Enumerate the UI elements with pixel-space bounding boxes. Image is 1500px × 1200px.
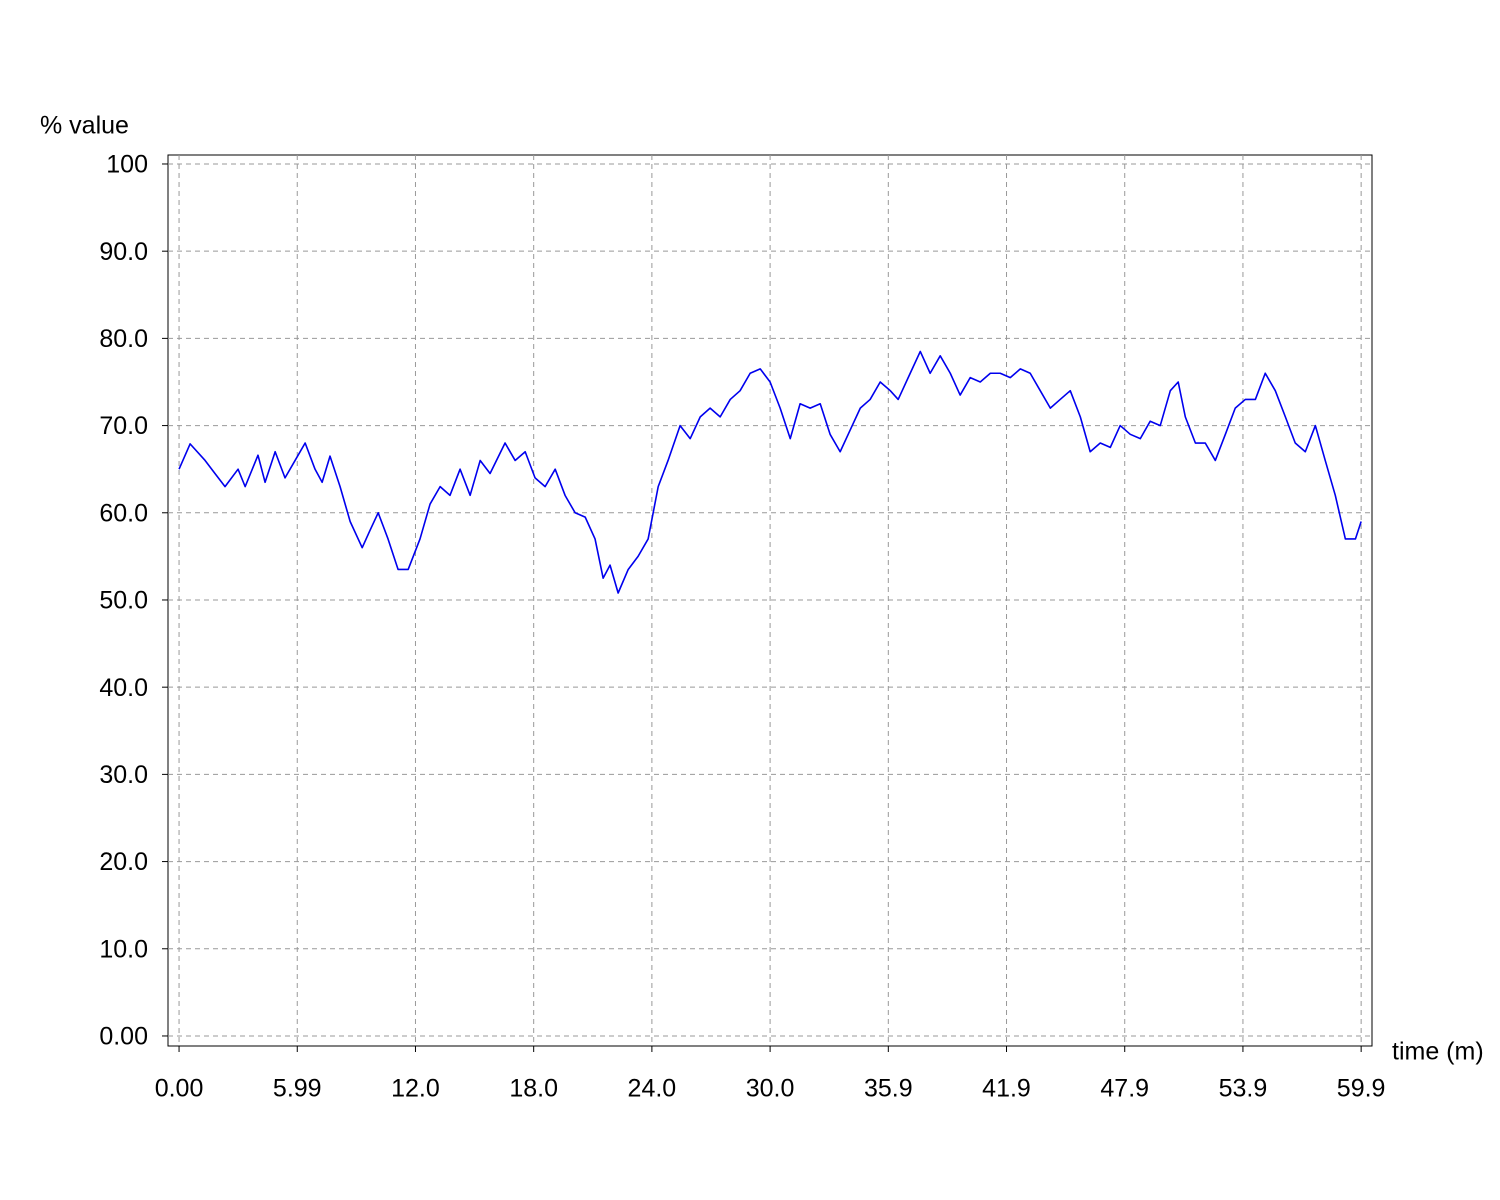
y-tick-label: 40.0 xyxy=(99,674,148,702)
y-tick-label: 80.0 xyxy=(99,325,148,353)
x-axis-label: time (m) xyxy=(1392,1038,1484,1066)
y-axis-label: % value xyxy=(40,112,129,140)
x-tick-label: 59.9 xyxy=(1337,1075,1386,1103)
x-tick-label: 53.9 xyxy=(1219,1075,1268,1103)
x-tick-label: 12.0 xyxy=(391,1075,440,1103)
y-tick-label: 60.0 xyxy=(99,499,148,527)
x-tick-label: 5.99 xyxy=(273,1075,322,1103)
y-tick-label: 10.0 xyxy=(99,935,148,963)
line-series xyxy=(178,350,1362,594)
x-tick-label: 24.0 xyxy=(628,1075,677,1103)
y-tick-label: 50.0 xyxy=(99,587,148,615)
x-tick-label: 35.9 xyxy=(864,1075,913,1103)
x-tick-label: 18.0 xyxy=(509,1075,558,1103)
y-tick-label: 70.0 xyxy=(99,412,148,440)
x-tick-label: 41.9 xyxy=(982,1075,1031,1103)
y-tick-label: 0.00 xyxy=(99,1023,148,1051)
x-tick-label: 30.0 xyxy=(746,1075,795,1103)
y-tick-label: 20.0 xyxy=(99,848,148,876)
y-tick-label: 90.0 xyxy=(99,238,148,266)
y-tick-label: 30.0 xyxy=(99,761,148,789)
y-tick-label: 100 xyxy=(106,151,148,179)
x-tick-label: 47.9 xyxy=(1100,1075,1149,1103)
x-tick-label: 0.00 xyxy=(155,1075,204,1103)
